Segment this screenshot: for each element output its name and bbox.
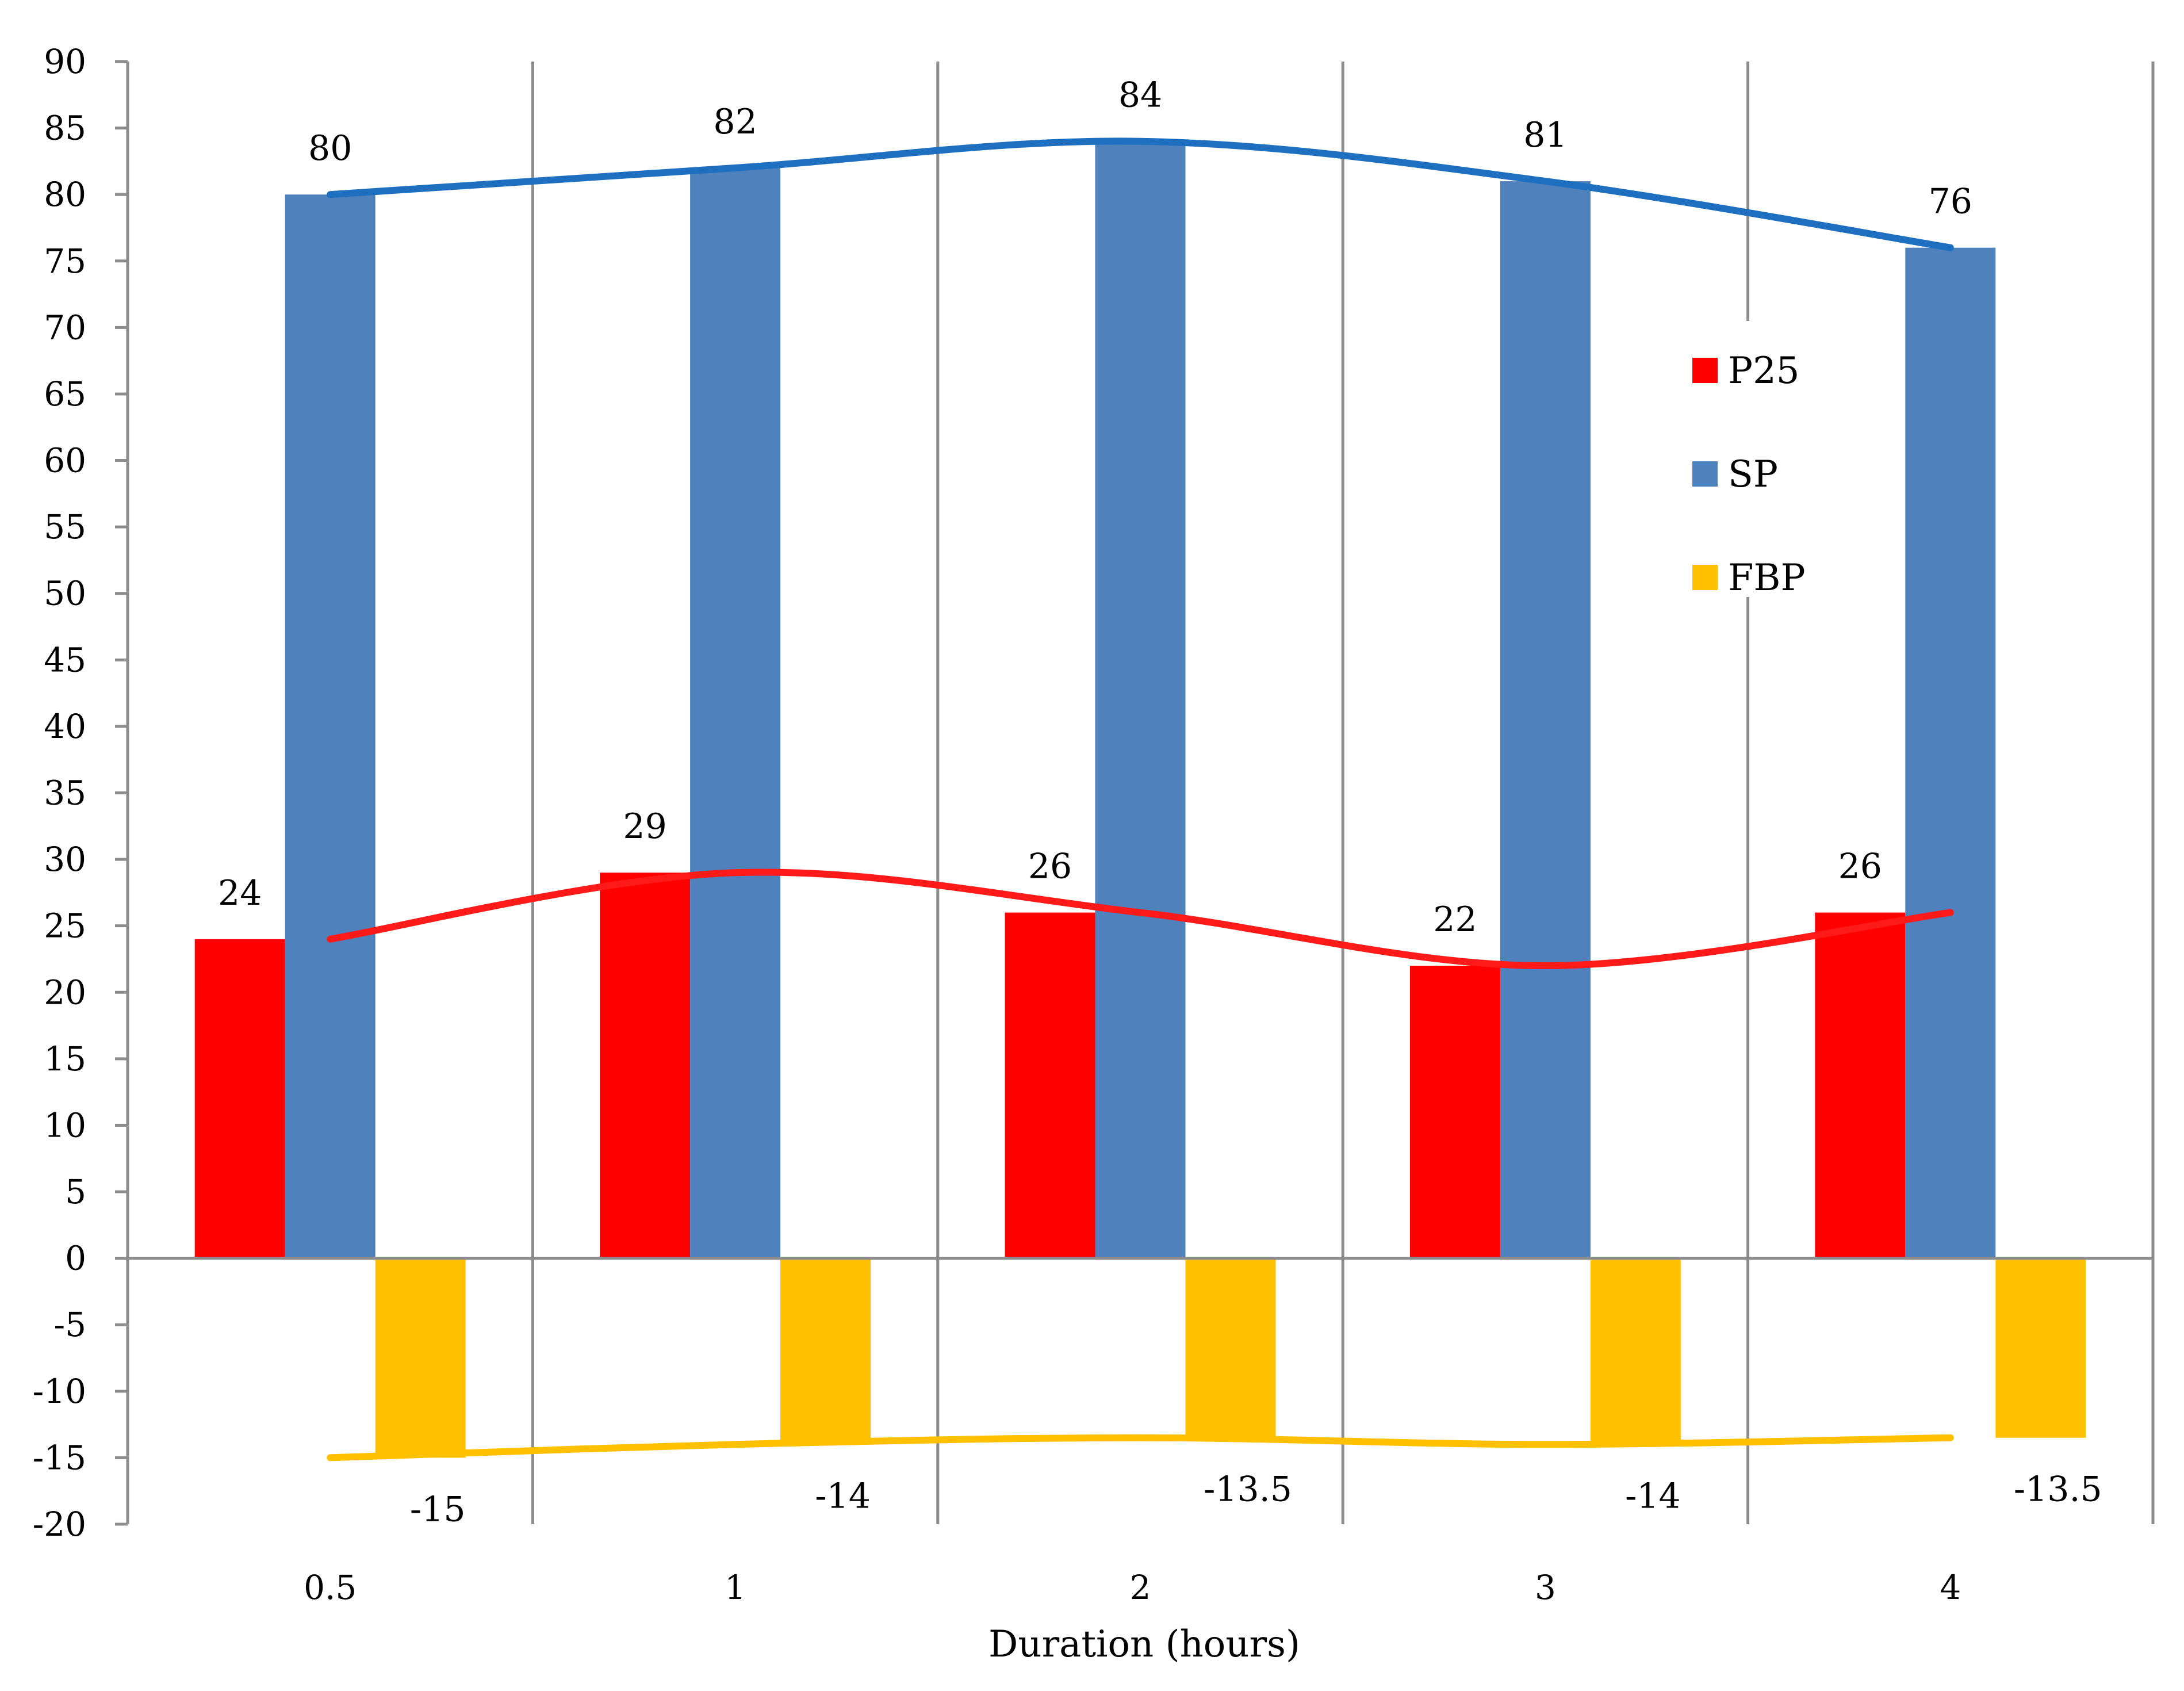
legend-swatch-fbp [1692, 565, 1718, 590]
y-tick-label: 50 [44, 574, 86, 613]
y-tick-label: -20 [33, 1505, 86, 1544]
x-tick-label: 0.5 [304, 1568, 357, 1607]
trend-curves [327, 137, 1954, 1462]
bar-fbp-2 [1185, 1258, 1276, 1438]
y-tick-label: -10 [33, 1372, 86, 1411]
x-tick-label: 3 [1535, 1568, 1556, 1607]
y-tick-label: 25 [44, 906, 86, 946]
bar-p25-1 [600, 873, 691, 1258]
bar-fbp-0.5 [375, 1258, 466, 1458]
bar-sp-2 [1095, 141, 1186, 1258]
legend-label-p25: P25 [1728, 350, 1800, 392]
y-tick-label: 70 [44, 308, 86, 347]
bar-fbp-4 [1995, 1258, 2086, 1438]
data-label-fbp: -14 [815, 1476, 871, 1516]
bar-p25-0.5 [194, 939, 285, 1258]
data-label-p25: 26 [1838, 847, 1882, 887]
y-tick-label: 15 [44, 1039, 86, 1078]
y-tick-label: 65 [44, 374, 86, 414]
data-label-p25: 29 [623, 806, 666, 847]
y-tick-label: 40 [44, 707, 86, 746]
legend-swatch-p25 [1692, 358, 1718, 383]
y-tick-label: 85 [44, 109, 86, 148]
x-axis-title: Duration (hours) [988, 1623, 1300, 1666]
y-tick-label: 80 [44, 175, 86, 214]
legend-label-fbp: FBP [1728, 557, 1806, 599]
y-tick-label: 0 [65, 1239, 86, 1278]
trend-line-p25 [327, 869, 1954, 970]
data-label-fbp: -15 [410, 1489, 466, 1529]
bar-sp-0.5 [285, 194, 376, 1258]
y-tick-label: 35 [44, 774, 86, 813]
legend-swatch-sp [1692, 461, 1718, 487]
y-tick-label: 55 [44, 507, 86, 546]
y-tick-label: -5 [54, 1305, 87, 1344]
y-tick-label: 20 [44, 973, 86, 1012]
data-label-fbp: -13.5 [1204, 1470, 1292, 1510]
data-labels: 24 29 26 22 26 80 82 84 81 76 -15 -14 -13.5 -14 -13.5 [218, 75, 2102, 1530]
legend-label-sp: SP [1728, 453, 1778, 496]
data-label-sp: 80 [308, 128, 352, 169]
bar-fbp-3 [1590, 1258, 1681, 1445]
trend-line-sp [327, 137, 1954, 251]
data-label-fbp: -13.5 [2014, 1470, 2102, 1510]
y-tick-label: 10 [44, 1105, 86, 1145]
bar-p25-3 [1409, 966, 1500, 1258]
data-label-p25: 24 [218, 873, 262, 913]
x-tick-label: 2 [1130, 1568, 1151, 1607]
y-tick-label: 75 [44, 242, 86, 281]
data-label-p25: 22 [1433, 900, 1477, 940]
bar-sp-3 [1500, 181, 1591, 1258]
trend-line-fbp [327, 1434, 1954, 1462]
y-tick-label: 30 [44, 840, 86, 879]
data-label-p25: 26 [1028, 847, 1072, 887]
axes: -20 -15 -10 -5 0 5 10 15 20 25 30 35 40 45 50 55 60 65 70 7… [33, 42, 2153, 1607]
data-label-sp: 84 [1118, 75, 1162, 116]
y-tick-label: 5 [65, 1172, 86, 1211]
data-label-sp: 81 [1523, 115, 1567, 155]
bar-p25-4 [1815, 912, 1906, 1258]
data-label-sp: 82 [713, 102, 757, 142]
bar-sp-4 [1905, 247, 1996, 1258]
bar-sp-1 [690, 167, 781, 1258]
data-label-fbp: -14 [1625, 1476, 1681, 1516]
x-tick-label: 1 [725, 1568, 746, 1607]
data-label-sp: 76 [1929, 182, 1972, 222]
grid [531, 62, 2155, 1524]
bar-fbp-1 [780, 1258, 871, 1445]
y-tick-label: 90 [44, 42, 86, 81]
y-tick-label: -15 [33, 1438, 86, 1477]
bars [194, 141, 2086, 1458]
y-tick-label: 60 [44, 441, 86, 480]
x-tick-label: 4 [1940, 1568, 1961, 1607]
legend[interactable]: P25 SP FBP [1681, 321, 1830, 599]
y-tick-label: 45 [44, 640, 86, 679]
bar-p25-2 [1005, 912, 1095, 1258]
